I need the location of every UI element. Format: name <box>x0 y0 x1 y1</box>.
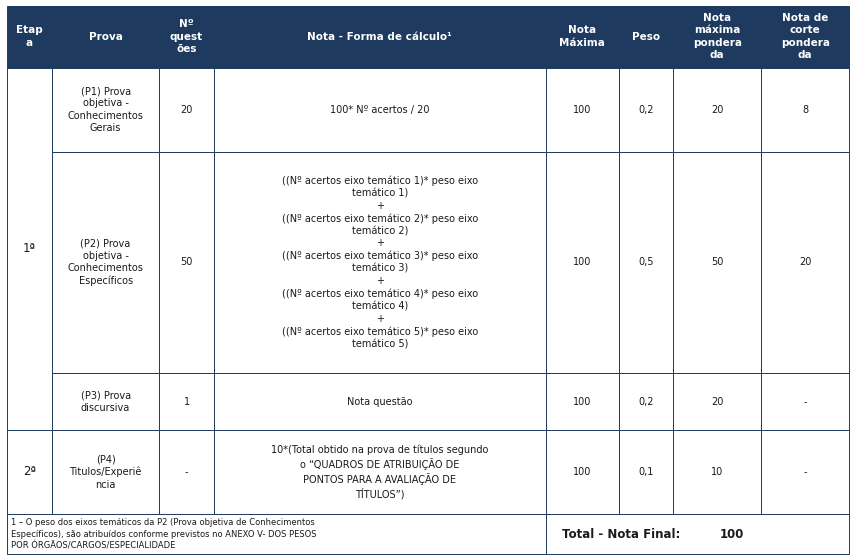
Text: 100: 100 <box>574 105 591 115</box>
Text: 1 – O peso dos eixos temáticos da P2 (Prova objetiva de Conhecimentos
Específico: 1 – O peso dos eixos temáticos da P2 (Pr… <box>11 518 317 550</box>
Bar <box>51 430 159 514</box>
Bar <box>214 152 546 374</box>
Text: 1ª: 1ª <box>23 242 36 255</box>
Text: 100* Nº acertos / 20: 100* Nº acertos / 20 <box>330 105 430 115</box>
Text: 2ª: 2ª <box>23 465 36 478</box>
Bar <box>51 68 159 152</box>
Bar <box>761 68 849 152</box>
Bar <box>546 68 619 152</box>
Bar <box>51 374 159 430</box>
Text: Nota - Forma de cálculo¹: Nota - Forma de cálculo¹ <box>307 32 452 41</box>
Text: Nota de
corte
pondera
da: Nota de corte pondera da <box>781 13 829 60</box>
Text: -: - <box>804 396 807 407</box>
Bar <box>761 152 849 374</box>
Bar <box>159 430 214 514</box>
Bar <box>7 68 51 430</box>
Text: 10: 10 <box>711 467 723 477</box>
Bar <box>7 6 51 68</box>
Bar <box>761 6 849 68</box>
Bar <box>546 514 849 554</box>
Text: (P2) Prova
objetiva -
Conhecimentos
Específicos: (P2) Prova objetiva - Conhecimentos Espe… <box>68 239 144 286</box>
Bar <box>214 6 546 68</box>
Text: 0,2: 0,2 <box>639 105 654 115</box>
Bar <box>159 152 214 374</box>
Bar <box>51 6 159 68</box>
Text: 0,2: 0,2 <box>639 396 654 407</box>
Bar <box>214 430 546 514</box>
Bar <box>673 68 761 152</box>
Bar <box>7 514 546 554</box>
Bar <box>159 68 214 152</box>
Bar <box>159 374 214 430</box>
Text: 100: 100 <box>720 528 744 540</box>
Text: 20: 20 <box>711 396 723 407</box>
Text: Prova: Prova <box>89 32 122 41</box>
Bar <box>619 374 673 430</box>
Text: 10*(Total obtido na prova de títulos segundo
o “QUADROS DE ATRIBUIÇÃO DE
PONTOS : 10*(Total obtido na prova de títulos seg… <box>271 445 489 500</box>
Bar <box>619 152 673 374</box>
Text: ((Nº acertos eixo temático 1)* peso eixo
temático 1)
+
((Nº acertos eixo temátic: ((Nº acertos eixo temático 1)* peso eixo… <box>282 175 478 349</box>
Text: 100: 100 <box>574 467 591 477</box>
Text: 0,5: 0,5 <box>639 258 654 268</box>
Text: (P3) Prova
discursiva: (P3) Prova discursiva <box>80 390 131 413</box>
Bar <box>761 374 849 430</box>
Bar <box>619 430 673 514</box>
Bar <box>673 374 761 430</box>
Bar <box>673 6 761 68</box>
Text: Etap
a: Etap a <box>16 26 43 48</box>
Bar <box>7 430 51 514</box>
Text: 100: 100 <box>574 258 591 268</box>
Bar <box>214 68 546 152</box>
Text: 20: 20 <box>799 258 811 268</box>
Bar <box>761 430 849 514</box>
Text: 20: 20 <box>711 105 723 115</box>
Bar <box>159 6 214 68</box>
Text: (P1) Prova
objetiva -
Conhecimentos
Gerais: (P1) Prova objetiva - Conhecimentos Gera… <box>68 86 144 133</box>
Bar <box>214 374 546 430</box>
Text: 100: 100 <box>574 396 591 407</box>
Bar <box>546 152 619 374</box>
Text: 20: 20 <box>181 105 193 115</box>
Text: (P4)
Titulos/Experiê
ncia: (P4) Titulos/Experiê ncia <box>69 454 142 489</box>
Text: -: - <box>185 467 188 477</box>
Text: Nota
máxima
pondera
da: Nota máxima pondera da <box>693 13 741 60</box>
Text: -: - <box>804 467 807 477</box>
Bar <box>51 152 159 374</box>
Bar <box>546 430 619 514</box>
Text: Nota
Máxima: Nota Máxima <box>560 26 605 48</box>
Bar <box>546 374 619 430</box>
Text: 0,1: 0,1 <box>639 467 654 477</box>
Bar <box>619 68 673 152</box>
Text: 8: 8 <box>802 105 808 115</box>
Bar <box>673 152 761 374</box>
Bar <box>619 6 673 68</box>
Text: Peso: Peso <box>632 32 660 41</box>
Text: 1: 1 <box>183 396 189 407</box>
Text: Nº
quest
ões: Nº quest ões <box>170 19 203 54</box>
Text: Total - Nota Final:: Total - Nota Final: <box>562 528 681 540</box>
Text: 50: 50 <box>711 258 723 268</box>
Text: 50: 50 <box>181 258 193 268</box>
Text: Nota questão: Nota questão <box>347 396 413 407</box>
Bar <box>546 6 619 68</box>
Bar <box>673 430 761 514</box>
